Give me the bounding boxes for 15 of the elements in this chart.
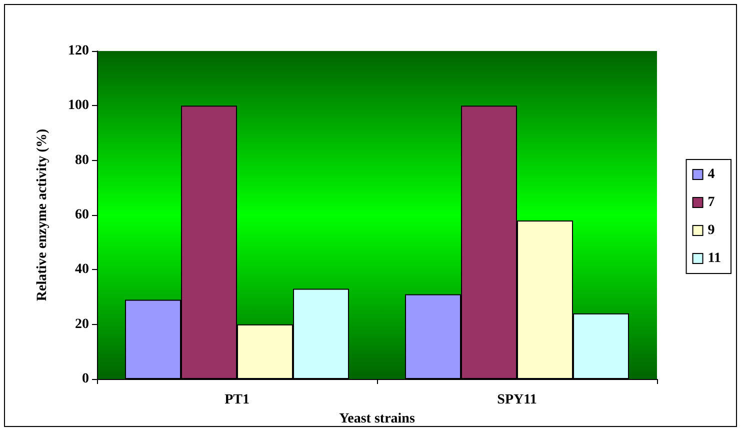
y-tick-label: 80	[75, 152, 89, 168]
y-tick-label: 100	[68, 98, 89, 114]
y-tick-label: 20	[75, 316, 89, 332]
legend-label: 9	[708, 223, 715, 238]
x-tick-label: PT1	[224, 392, 250, 408]
legend-label: 11	[708, 251, 722, 266]
legend-label: 7	[708, 195, 715, 210]
y-tick-label: 60	[75, 208, 89, 222]
y-tick-label: 0	[82, 372, 89, 386]
legend-label: 4	[708, 167, 715, 182]
y-tick-label: 120	[68, 44, 89, 58]
x-tick-label: SPY11	[497, 392, 537, 408]
y-tick-label: 40	[75, 262, 89, 278]
y-axis-title: Relative enzyme activity (%)	[35, 128, 50, 302]
x-axis-title: Yeast strains	[339, 411, 416, 426]
